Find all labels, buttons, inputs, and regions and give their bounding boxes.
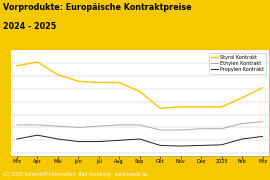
Text: Vorprodukte: Europäische Kontraktpreise: Vorprodukte: Europäische Kontraktpreise: [3, 3, 192, 12]
Text: (C) 2025 Kunststoff Information, Bad Homburg - www.kiweb.de: (C) 2025 Kunststoff Information, Bad Hom…: [3, 172, 148, 177]
Legend: Styrol Kontrakt, Ethylen Kontrakt, Propylen Kontrakt: Styrol Kontrakt, Ethylen Kontrakt, Propy…: [209, 53, 266, 74]
Text: 2024 - 2025: 2024 - 2025: [3, 22, 56, 32]
